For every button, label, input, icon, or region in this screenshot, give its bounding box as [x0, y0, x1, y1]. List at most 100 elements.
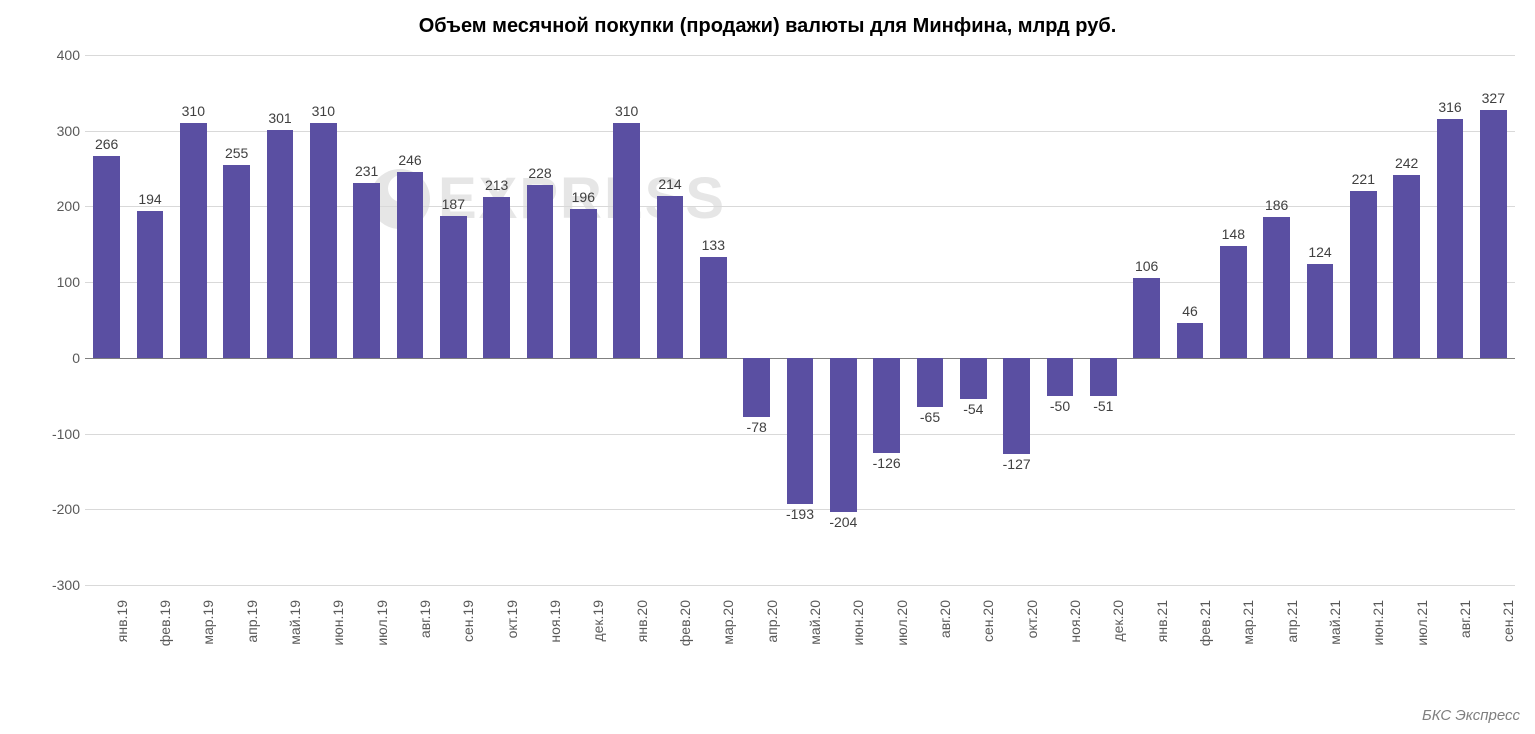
- bar: [613, 123, 640, 358]
- bar-value-label: -127: [1003, 456, 1031, 472]
- x-tick-label: сен.21: [1500, 600, 1516, 642]
- bar: [223, 165, 250, 358]
- x-tick-label: май.20: [807, 600, 823, 645]
- x-tick-label: фев.21: [1197, 600, 1213, 646]
- bar: [787, 358, 814, 504]
- x-tick-label: май.21: [1327, 600, 1343, 645]
- x-tick-label: июл.19: [374, 600, 390, 646]
- gridline: [85, 585, 1515, 586]
- y-tick-label: -100: [20, 426, 80, 442]
- x-tick-label: окт.20: [1024, 600, 1040, 638]
- bar-value-label: 242: [1395, 155, 1418, 171]
- bar: [1003, 358, 1030, 454]
- bar-value-label: 194: [138, 191, 161, 207]
- bar: [1090, 358, 1117, 397]
- bar: [397, 172, 424, 358]
- bar-value-label: 255: [225, 145, 248, 161]
- bar: [267, 130, 294, 358]
- x-tick-label: сен.19: [460, 600, 476, 642]
- bar-value-label: 228: [528, 165, 551, 181]
- bar-value-label: 106: [1135, 258, 1158, 274]
- gridline: [85, 131, 1515, 132]
- bar-value-label: 231: [355, 163, 378, 179]
- bar-value-label: -204: [829, 514, 857, 530]
- gridline: [85, 206, 1515, 207]
- bar-value-label: 266: [95, 136, 118, 152]
- bar-value-label: 221: [1352, 171, 1375, 187]
- bar: [830, 358, 857, 512]
- x-tick-label: апр.19: [244, 600, 260, 643]
- plot-area: 2661943102553013102312461872132281963102…: [85, 55, 1515, 585]
- y-tick-label: 400: [20, 47, 80, 63]
- y-tick-label: 200: [20, 198, 80, 214]
- bar: [93, 156, 120, 357]
- x-tick-label: дек.20: [1110, 600, 1126, 642]
- bar: [137, 211, 164, 358]
- x-tick-label: фев.20: [677, 600, 693, 646]
- chart-title: Объем месячной покупки (продажи) валюты …: [0, 15, 1535, 38]
- bar: [310, 123, 337, 358]
- x-tick-label: ноя.19: [547, 600, 563, 643]
- bar-value-label: 133: [702, 237, 725, 253]
- y-tick-label: -300: [20, 577, 80, 593]
- bar: [440, 216, 467, 358]
- x-tick-label: ноя.20: [1067, 600, 1083, 643]
- bar: [1220, 246, 1247, 358]
- x-tick-label: янв.20: [634, 600, 650, 642]
- x-tick-label: апр.21: [1284, 600, 1300, 643]
- bar-value-label: 187: [442, 196, 465, 212]
- x-tick-label: мар.20: [720, 600, 736, 645]
- x-tick-label: сен.20: [980, 600, 996, 642]
- bar: [353, 183, 380, 358]
- bar-value-label: 148: [1222, 226, 1245, 242]
- bar-value-label: 327: [1482, 90, 1505, 106]
- y-tick-label: -200: [20, 501, 80, 517]
- x-tick-label: апр.20: [764, 600, 780, 643]
- bar-value-label: 316: [1438, 99, 1461, 115]
- bar-value-label: 310: [615, 103, 638, 119]
- bar: [1177, 323, 1204, 358]
- x-tick-label: янв.21: [1154, 600, 1170, 642]
- x-tick-label: фев.19: [157, 600, 173, 646]
- x-tick-label: май.19: [287, 600, 303, 645]
- x-tick-label: июн.20: [850, 600, 866, 646]
- y-tick-label: 0: [20, 350, 80, 366]
- gridline: [85, 282, 1515, 283]
- bar: [1263, 217, 1290, 358]
- bar-value-label: 310: [182, 103, 205, 119]
- x-tick-label: янв.19: [114, 600, 130, 642]
- bar: [1480, 110, 1507, 358]
- bar: [873, 358, 900, 453]
- bar-value-label: 246: [398, 152, 421, 168]
- bar-value-label: 124: [1308, 244, 1331, 260]
- bar-value-label: -54: [963, 401, 983, 417]
- bar: [1133, 278, 1160, 358]
- bar-value-label: 196: [572, 189, 595, 205]
- source-label: БКС Экспресс: [1422, 707, 1520, 724]
- y-tick-label: 300: [20, 123, 80, 139]
- bar-value-label: -51: [1093, 398, 1113, 414]
- bar: [1350, 191, 1377, 358]
- bar-value-label: 310: [312, 103, 335, 119]
- x-tick-label: июн.21: [1370, 600, 1386, 646]
- bar: [917, 358, 944, 407]
- x-tick-label: авг.20: [937, 600, 953, 638]
- bar-value-label: -193: [786, 506, 814, 522]
- x-tick-label: июл.20: [894, 600, 910, 646]
- bar: [180, 123, 207, 358]
- bar: [1393, 175, 1420, 358]
- x-tick-label: июл.21: [1414, 600, 1430, 646]
- x-tick-label: авг.21: [1457, 600, 1473, 638]
- bar: [527, 185, 554, 358]
- bar: [743, 358, 770, 417]
- bar-value-label: 46: [1182, 303, 1198, 319]
- bar: [1437, 119, 1464, 358]
- bar-value-label: 186: [1265, 197, 1288, 213]
- bar-value-label: 213: [485, 177, 508, 193]
- x-tick-label: мар.19: [200, 600, 216, 645]
- bar: [700, 257, 727, 358]
- chart-container: Объем месячной покупки (продажи) валюты …: [0, 0, 1535, 734]
- bar-value-label: -50: [1050, 398, 1070, 414]
- bar: [483, 197, 510, 358]
- y-tick-label: 100: [20, 274, 80, 290]
